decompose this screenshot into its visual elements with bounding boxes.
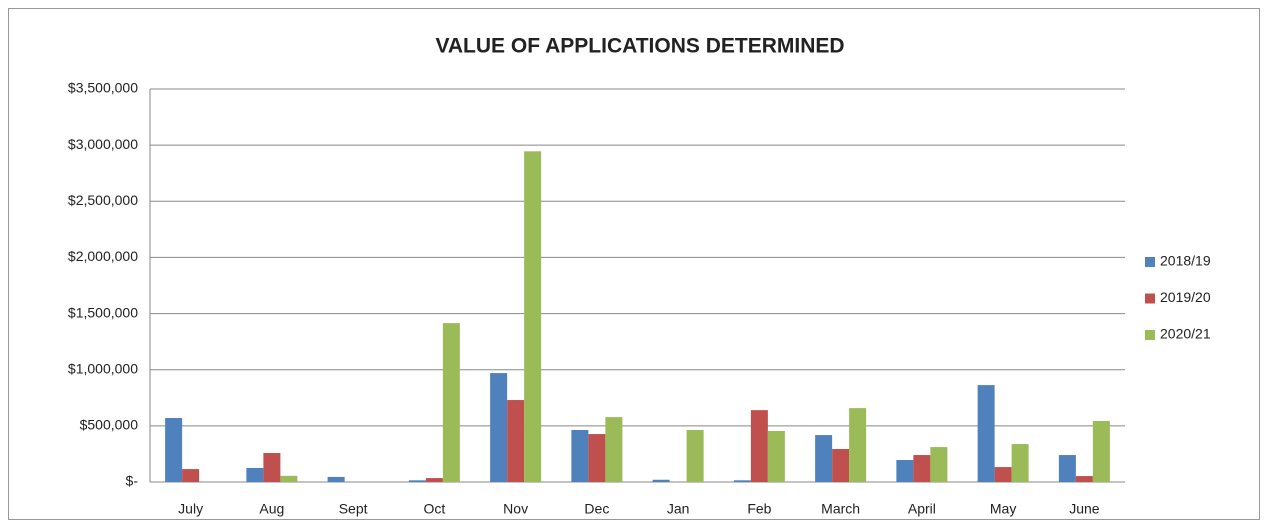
legend-swatch [1145, 257, 1155, 267]
y-tick-label: $2,500,000 [68, 192, 138, 208]
legend-label: 2019/20 [1160, 289, 1211, 305]
legend-label: 2018/19 [1160, 253, 1211, 269]
y-tick-label: $2,000,000 [68, 248, 138, 264]
bar [896, 459, 914, 482]
bar [165, 417, 183, 482]
bar [994, 467, 1012, 482]
chart-title: VALUE OF APPLICATIONS DETERMINED [435, 35, 844, 58]
bar [832, 448, 850, 482]
legend-swatch [1145, 293, 1155, 304]
bar [652, 479, 670, 482]
bar [408, 480, 426, 482]
y-tick-label: $- [126, 473, 139, 489]
bar [327, 476, 345, 482]
bar [1075, 476, 1093, 482]
bar [182, 469, 200, 482]
bar [849, 408, 867, 482]
x-tick-label: Dec [584, 501, 609, 517]
bar [913, 455, 931, 482]
x-tick-label: June [1069, 501, 1100, 517]
legend-label: 2020/21 [1160, 326, 1211, 342]
bar [1092, 421, 1110, 482]
bar [280, 475, 298, 482]
bar [930, 447, 948, 482]
chart-frame [8, 8, 1260, 520]
bar [263, 453, 281, 482]
bar [1011, 444, 1029, 482]
x-tick-label: May [990, 501, 1016, 517]
bar [815, 435, 833, 482]
x-tick-label: Oct [423, 501, 445, 517]
bar [425, 478, 443, 482]
bar [507, 400, 525, 482]
y-tick-label: $1,000,000 [68, 360, 138, 376]
y-tick-label: $500,000 [80, 417, 139, 433]
x-tick-label: Feb [747, 501, 771, 517]
y-tick-label: $3,000,000 [68, 136, 138, 152]
bar [686, 430, 704, 482]
bar [977, 385, 995, 482]
x-tick-label: March [821, 501, 860, 517]
y-tick-label: $3,500,000 [68, 80, 138, 96]
bar [767, 431, 785, 482]
x-tick-label: Aug [259, 501, 284, 517]
x-tick-label: July [178, 501, 203, 517]
bar [524, 151, 542, 482]
legend-swatch [1145, 330, 1155, 340]
bar [733, 480, 751, 482]
bar [588, 434, 606, 482]
bar [605, 417, 623, 482]
x-tick-label: Sept [339, 501, 368, 517]
x-tick-label: Nov [503, 501, 528, 517]
y-tick-label: $1,500,000 [68, 304, 138, 320]
bar [442, 323, 460, 482]
bar [490, 373, 508, 482]
bar [246, 467, 264, 482]
bar [1058, 455, 1076, 482]
x-tick-label: Jan [667, 501, 690, 517]
bar [750, 410, 768, 482]
x-tick-label: April [908, 501, 936, 517]
bar [571, 430, 589, 482]
